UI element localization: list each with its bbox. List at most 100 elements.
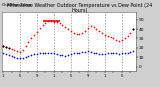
Point: [2, 45, 4, 47]
Point: [2, 53, 4, 54]
Point: [118, 54, 120, 55]
Point: [132, 28, 134, 30]
Point: [10, 56, 13, 57]
Point: [104, 54, 106, 55]
Point: [95, 28, 98, 30]
Text: Outdoor Temp: Outdoor Temp: [2, 3, 31, 7]
Point: [58, 23, 61, 24]
Point: [56, 21, 58, 22]
Point: [13, 57, 16, 58]
Point: [44, 53, 47, 54]
Point: [5, 54, 7, 55]
Point: [67, 28, 69, 30]
Point: [109, 52, 112, 53]
Point: [36, 31, 38, 33]
Point: [36, 54, 38, 55]
Point: [95, 53, 98, 54]
Point: [115, 40, 117, 41]
Point: [115, 53, 117, 54]
Point: [126, 35, 129, 36]
Point: [30, 55, 33, 56]
Point: [98, 30, 100, 32]
Point: [72, 53, 75, 54]
Point: [104, 34, 106, 35]
Point: [33, 34, 35, 35]
Point: [7, 47, 10, 49]
Point: [121, 53, 123, 54]
Point: [67, 55, 69, 56]
Point: [101, 32, 103, 33]
Point: [5, 46, 7, 48]
Point: [89, 26, 92, 27]
Point: [47, 20, 50, 21]
Point: [5, 46, 7, 48]
Point: [132, 50, 134, 51]
Point: [112, 52, 115, 53]
Point: [58, 55, 61, 56]
Point: [123, 52, 126, 53]
Point: [39, 27, 41, 29]
Point: [7, 55, 10, 56]
Point: [30, 38, 33, 39]
Point: [106, 35, 109, 36]
Point: [87, 50, 89, 51]
Point: [2, 45, 4, 47]
Point: [132, 28, 134, 30]
Point: [81, 51, 84, 52]
Point: [39, 53, 41, 54]
Point: [56, 54, 58, 55]
Point: [81, 32, 84, 33]
Point: [64, 56, 67, 57]
Point: [41, 53, 44, 54]
Point: [22, 58, 24, 59]
Point: [75, 52, 78, 53]
Point: [118, 41, 120, 42]
Point: [87, 27, 89, 29]
Point: [16, 50, 18, 51]
Point: [126, 52, 129, 53]
Point: [22, 49, 24, 50]
Point: [7, 47, 10, 49]
Point: [61, 55, 64, 56]
Point: [53, 53, 55, 54]
Point: [92, 27, 95, 28]
Point: [19, 51, 21, 52]
Point: [72, 32, 75, 33]
Point: [84, 30, 86, 32]
Point: [53, 21, 55, 22]
Point: [27, 56, 30, 57]
Point: [106, 53, 109, 54]
Point: [41, 25, 44, 26]
Point: [123, 38, 126, 39]
Point: [101, 54, 103, 55]
Point: [98, 54, 100, 55]
Point: [50, 52, 52, 53]
Point: [89, 51, 92, 52]
Point: [10, 48, 13, 50]
Point: [92, 52, 95, 53]
Text: Milwaukee Weather Outdoor Temperature vs Dew Point (24 Hours): Milwaukee Weather Outdoor Temperature vs…: [7, 3, 153, 13]
Point: [33, 54, 35, 55]
Point: [44, 22, 47, 23]
Point: [24, 45, 27, 47]
Point: [50, 20, 52, 21]
Point: [75, 33, 78, 34]
Point: [70, 30, 72, 32]
Point: [129, 32, 132, 33]
Point: [13, 49, 16, 50]
Point: [70, 54, 72, 55]
Point: [27, 41, 30, 43]
Point: [112, 38, 115, 39]
Point: [78, 52, 81, 53]
Point: [129, 51, 132, 52]
Point: [24, 57, 27, 58]
Point: [121, 40, 123, 41]
Point: [61, 25, 64, 26]
Point: [16, 58, 18, 59]
Point: [109, 36, 112, 37]
Point: [78, 33, 81, 34]
Point: [19, 58, 21, 59]
Point: [64, 27, 67, 28]
Point: [84, 51, 86, 52]
Point: [47, 52, 50, 53]
